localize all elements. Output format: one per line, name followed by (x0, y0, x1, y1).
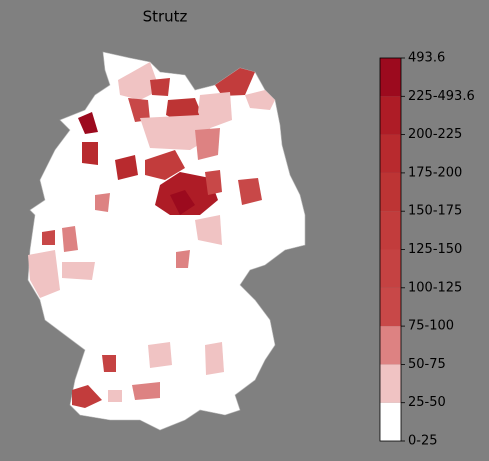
colorbar-label: 125-150 (408, 242, 462, 257)
district (118, 62, 160, 100)
colorbar-label: 50-75 (408, 357, 446, 372)
district (145, 150, 185, 180)
colorbar-segment (380, 96, 401, 135)
district (128, 98, 150, 122)
colorbar-segment (380, 58, 401, 97)
colorbar-label: 100-125 (408, 280, 462, 295)
district (62, 262, 95, 280)
district (195, 128, 220, 160)
district (198, 92, 232, 130)
district (170, 190, 195, 215)
colorbar-segment (380, 134, 401, 173)
colorbar-segment (380, 402, 401, 441)
district (82, 142, 98, 165)
district (78, 112, 98, 134)
district (176, 250, 190, 268)
district (245, 90, 275, 110)
colorbar: 0-25 25-50 50-75 75-100 100-125 125-150 150-17… (379, 51, 475, 449)
map-title: Strutz (143, 8, 188, 26)
colorbar-label: 0-25 (408, 434, 438, 449)
district (28, 250, 60, 298)
district (148, 342, 172, 368)
district (42, 230, 55, 245)
colorbar-label: 150-175 (408, 204, 462, 219)
colorbar-segment (380, 287, 401, 327)
district (108, 390, 122, 402)
district (205, 342, 224, 375)
colorbar-label: 175-200 (408, 165, 462, 180)
district (195, 215, 222, 245)
colorbar-segment (380, 211, 401, 250)
district (238, 178, 262, 205)
district (115, 155, 138, 180)
colorbar-label: 225-493.6 (408, 89, 475, 104)
district (205, 170, 222, 195)
colorbar-label: 25-50 (408, 395, 446, 410)
colorbar-label: 200-225 (408, 127, 462, 142)
district-shading (28, 62, 275, 408)
district (215, 68, 255, 96)
colorbar-segment (380, 326, 401, 365)
district (132, 382, 160, 400)
district (72, 385, 102, 408)
district (95, 193, 110, 212)
colorbar-label: 75-100 (408, 319, 454, 334)
district (62, 226, 78, 252)
germany-map (27, 51, 306, 431)
colorbar-segment (380, 364, 401, 403)
colorbar-segment (380, 172, 401, 212)
colorbar-segment (380, 249, 401, 288)
district (150, 78, 170, 96)
district (102, 355, 116, 372)
colorbar-label: 493.6 (408, 51, 445, 66)
